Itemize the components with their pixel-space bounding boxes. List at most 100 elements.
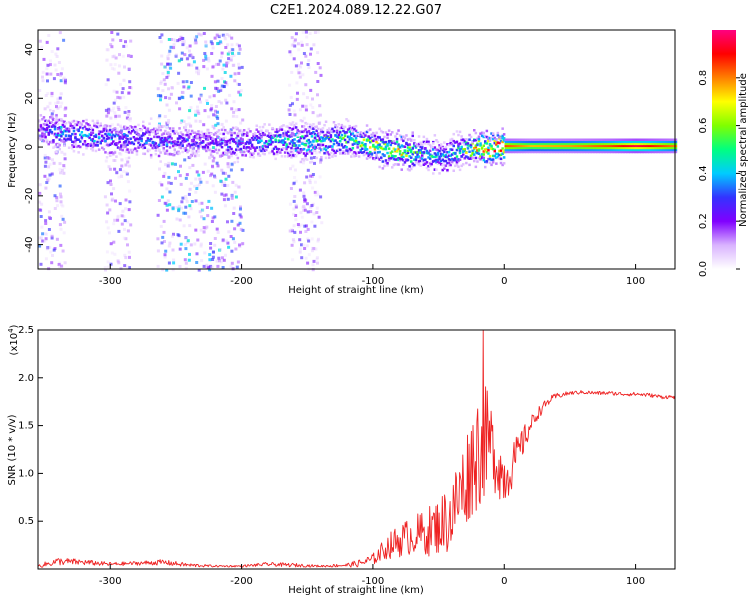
ridge-cell [200, 130, 203, 134]
ridge-cell [441, 164, 444, 167]
ridge-cell [488, 143, 492, 146]
noise-cell [64, 106, 68, 110]
ridge-cell [413, 142, 416, 145]
ridge-cell [365, 138, 369, 142]
ridge-cell [241, 130, 244, 134]
ridge-cell [469, 143, 473, 147]
ridge-cell [356, 151, 359, 154]
ridge-cell [392, 147, 396, 150]
ridge-cell [666, 144, 670, 148]
ridge-cell [170, 141, 173, 145]
ridge-cell [151, 141, 154, 145]
ridge-cell [315, 146, 318, 149]
ridge-cell [405, 159, 408, 162]
ridge-cell [572, 144, 575, 148]
ridge-cell [118, 140, 121, 144]
ridge-cell [577, 142, 580, 146]
ridge-cell [351, 143, 355, 146]
noise-cell [128, 200, 132, 204]
ridge-cell [526, 146, 530, 150]
noise-cell [59, 105, 63, 109]
ridge-cell [435, 155, 438, 158]
ridge-cell [74, 132, 77, 136]
ridge-cell [449, 163, 452, 167]
ridge-cell [542, 138, 545, 141]
ridge-cell [71, 140, 74, 143]
ridge-cell [97, 130, 101, 133]
noise-cell [235, 265, 239, 269]
ridge-cell [595, 138, 599, 141]
ridge-cell [435, 153, 438, 156]
ridge-cell [312, 146, 315, 149]
noise-cell [299, 230, 302, 234]
ridge-cell [214, 131, 217, 135]
ridge-cell [507, 144, 511, 148]
noise-cell [312, 212, 316, 216]
ridge-cell [657, 150, 660, 154]
ridge-cell [595, 146, 599, 150]
ridge-cell [74, 139, 77, 143]
ridge-cell [134, 148, 137, 152]
ridge-cell [96, 119, 99, 123]
noise-cell [209, 174, 212, 178]
noise-cell [309, 103, 313, 107]
ridge-cell [512, 148, 515, 152]
noise-cell [184, 261, 188, 265]
ridge-cell [298, 151, 301, 155]
ridge-cell [439, 159, 443, 163]
noise-cell [127, 67, 131, 70]
ridge-cell [227, 139, 230, 143]
ridge-cell [69, 122, 72, 125]
ridge-cell [328, 138, 331, 141]
ridge-cell [250, 153, 254, 156]
ridge-cell [638, 138, 641, 141]
ridge-cell [657, 140, 660, 144]
ridge-cell [378, 127, 381, 131]
ridge-cell [222, 132, 225, 136]
ridge-cell [263, 144, 266, 148]
noise-cell [184, 247, 188, 251]
ridge-cell [643, 144, 646, 148]
noise-cell [163, 253, 167, 257]
ridge-cell [501, 147, 504, 150]
noise-cell [124, 237, 128, 241]
ridge-cell [491, 161, 495, 164]
ridge-cell [551, 148, 555, 152]
noise-cell [184, 195, 188, 198]
ridge-cell [211, 150, 214, 153]
ridge-cell [274, 130, 277, 133]
noise-cell [127, 113, 131, 117]
ridge-cell [44, 119, 47, 123]
noise-cell [48, 173, 52, 177]
ridge-cell [186, 150, 189, 154]
noise-cell [175, 53, 178, 57]
ridge-cell [318, 132, 321, 136]
ridge-cell [258, 125, 262, 129]
ridge-cell [356, 134, 359, 137]
noise-cell [215, 161, 219, 165]
ridge-cell [588, 142, 591, 146]
ridge-cell [309, 125, 312, 128]
ridge-cell [370, 154, 374, 157]
ridge-cell [482, 156, 485, 160]
ridge-cell [354, 154, 358, 157]
ridge-cell [647, 150, 651, 154]
noise-cell [128, 80, 132, 84]
spectrogram-y-tick-label: 20 [24, 92, 35, 105]
ridge-cell [558, 148, 561, 152]
ridge-cell [562, 148, 566, 152]
ridge-cell [625, 138, 629, 141]
ridge-cell [279, 135, 282, 139]
noise-cell [118, 133, 122, 137]
noise-cell [182, 224, 186, 228]
ridge-cell [463, 143, 466, 146]
ridge-cell [548, 144, 552, 148]
noise-cell [163, 82, 167, 86]
noise-cell [199, 244, 203, 248]
ridge-cell [217, 148, 221, 152]
ridge-cell [627, 144, 630, 148]
ridge-cell [640, 148, 643, 152]
ridge-cell [435, 161, 438, 164]
ridge-cell [441, 148, 444, 152]
ridge-cell [102, 129, 106, 132]
